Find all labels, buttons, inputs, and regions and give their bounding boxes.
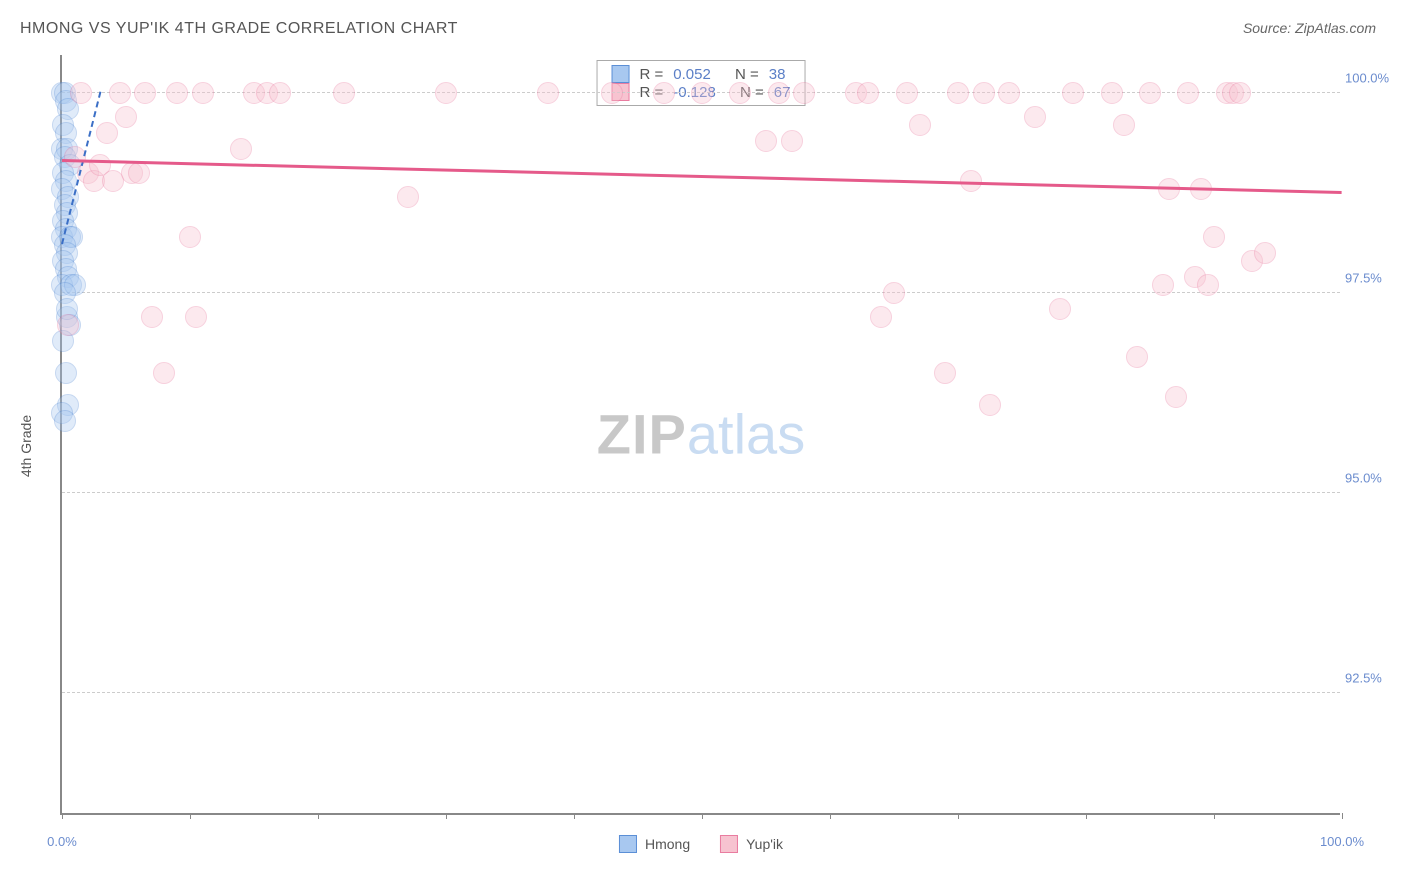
gridline	[62, 692, 1340, 693]
data-point	[998, 82, 1020, 104]
data-point	[54, 410, 76, 432]
data-point	[1152, 274, 1174, 296]
bottom-legend: Hmong Yup'ik	[619, 835, 783, 853]
n-label: N =	[735, 66, 759, 83]
source-attribution: Source: ZipAtlas.com	[1243, 20, 1376, 36]
data-point	[793, 82, 815, 104]
data-point	[141, 306, 163, 328]
data-point	[70, 82, 92, 104]
data-point	[973, 82, 995, 104]
hmong-r-value: 0.052	[673, 66, 711, 83]
data-point	[537, 82, 559, 104]
data-point	[1049, 298, 1071, 320]
data-point	[896, 82, 918, 104]
x-tick	[1086, 813, 1087, 819]
x-tick	[190, 813, 191, 819]
gridline	[62, 292, 1340, 293]
data-point	[1101, 82, 1123, 104]
correlation-chart: HMONG VS YUP'IK 4TH GRADE CORRELATION CH…	[20, 20, 1386, 872]
data-point	[55, 362, 77, 384]
data-point	[768, 82, 790, 104]
data-point	[1024, 106, 1046, 128]
legend-item-yupik: Yup'ik	[720, 835, 783, 853]
data-point	[134, 82, 156, 104]
x-tick	[958, 813, 959, 819]
data-point	[1139, 82, 1161, 104]
data-point	[1203, 226, 1225, 248]
data-point	[397, 186, 419, 208]
data-point	[979, 394, 1001, 416]
trend-line	[62, 159, 1342, 193]
data-point	[128, 162, 150, 184]
data-point	[857, 82, 879, 104]
swatch-hmong	[612, 65, 630, 83]
data-point	[96, 122, 118, 144]
x-tick	[1214, 813, 1215, 819]
x-tick	[574, 813, 575, 819]
data-point	[883, 282, 905, 304]
gridline	[62, 492, 1340, 493]
legend-label-hmong: Hmong	[645, 836, 690, 852]
data-point	[1165, 386, 1187, 408]
legend-label-yupik: Yup'ik	[746, 836, 783, 852]
legend-swatch-hmong	[619, 835, 637, 853]
x-tick	[318, 813, 319, 819]
x-tick	[830, 813, 831, 819]
x-tick	[702, 813, 703, 819]
r-label: R =	[640, 66, 664, 83]
data-point	[870, 306, 892, 328]
data-point	[1229, 82, 1251, 104]
watermark-zip: ZIP	[597, 403, 687, 466]
data-point	[755, 130, 777, 152]
data-point	[691, 82, 713, 104]
data-point	[1113, 114, 1135, 136]
plot-area: ZIPatlas R = 0.052 N = 38 R = -0.128 N =…	[60, 55, 1340, 815]
data-point	[934, 362, 956, 384]
x-tick	[62, 813, 63, 819]
data-point	[909, 114, 931, 136]
data-point	[166, 82, 188, 104]
y-tick-label: 97.5%	[1345, 271, 1400, 286]
data-point	[1062, 82, 1084, 104]
y-tick-label: 95.0%	[1345, 471, 1400, 486]
y-tick-label: 100.0%	[1345, 71, 1400, 86]
x-tick-label: 100.0%	[1320, 834, 1364, 849]
chart-title: HMONG VS YUP'IK 4TH GRADE CORRELATION CH…	[20, 20, 1386, 38]
legend-item-hmong: Hmong	[619, 835, 690, 853]
data-point	[179, 226, 201, 248]
data-point	[153, 362, 175, 384]
stats-row-hmong: R = 0.052 N = 38	[612, 65, 791, 83]
y-tick-label: 92.5%	[1345, 671, 1400, 686]
legend-swatch-yupik	[720, 835, 738, 853]
data-point	[1254, 242, 1276, 264]
data-point	[57, 314, 79, 336]
data-point	[109, 82, 131, 104]
data-point	[653, 82, 675, 104]
watermark-atlas: atlas	[687, 403, 805, 466]
data-point	[192, 82, 214, 104]
data-point	[1177, 82, 1199, 104]
data-point	[435, 82, 457, 104]
data-point	[729, 82, 751, 104]
y-axis-label: 4th Grade	[18, 415, 34, 477]
data-point	[947, 82, 969, 104]
data-point	[185, 306, 207, 328]
data-point	[781, 130, 803, 152]
watermark: ZIPatlas	[597, 402, 805, 467]
data-point	[230, 138, 252, 160]
x-tick-label: 0.0%	[47, 834, 77, 849]
x-tick	[446, 813, 447, 819]
data-point	[1197, 274, 1219, 296]
data-point	[269, 82, 291, 104]
data-point	[333, 82, 355, 104]
data-point	[601, 82, 623, 104]
data-point	[115, 106, 137, 128]
hmong-n-value: 38	[769, 66, 786, 83]
x-tick	[1342, 813, 1343, 819]
data-point	[1126, 346, 1148, 368]
